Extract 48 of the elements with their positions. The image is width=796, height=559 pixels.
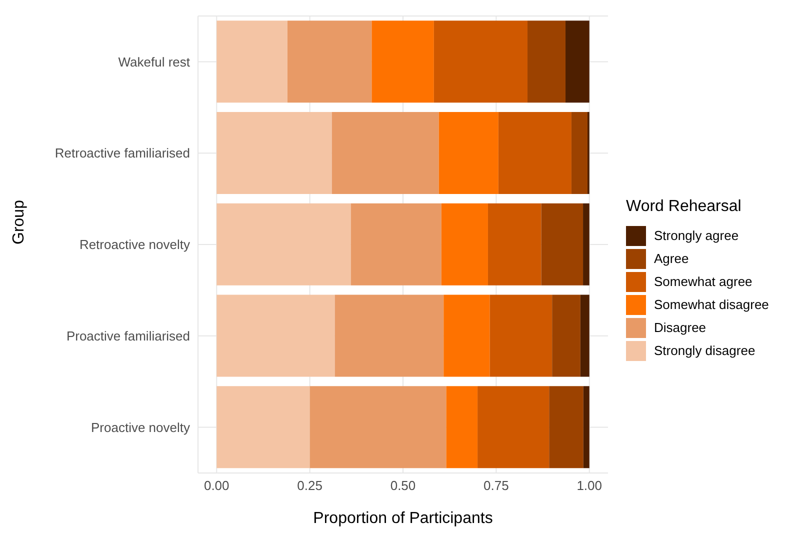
bar (541, 203, 584, 286)
bar (527, 20, 566, 103)
bar (216, 294, 335, 377)
bar (310, 386, 446, 468)
legend-label: Somewhat disagree (654, 297, 769, 312)
legend-title: Word Rehearsal (626, 198, 742, 216)
x-axis-title: Proportion of Participants (313, 510, 493, 527)
bar (444, 294, 490, 377)
bar (549, 386, 584, 468)
bar (216, 386, 310, 468)
y-tick-label: Proactive familiarised (66, 328, 190, 344)
y-axis-title: Group (10, 200, 28, 244)
bar (478, 386, 550, 468)
bar (571, 112, 588, 194)
bar (334, 294, 444, 377)
bar (498, 112, 572, 194)
bar (580, 294, 590, 377)
bar (332, 112, 439, 194)
bar (446, 386, 478, 468)
legend-label: Strongly agree (654, 228, 739, 243)
x-tick-label: 0.25 (297, 478, 322, 494)
bar (216, 20, 288, 103)
bar (583, 386, 590, 468)
bar (216, 203, 351, 286)
x-tick-label: 0.75 (484, 478, 509, 494)
legend-label: Disagree (654, 320, 706, 335)
bar (552, 294, 580, 377)
legend-label: Agree (654, 251, 689, 266)
bar (583, 203, 590, 286)
y-tick-label: Retroactive novelty (79, 237, 190, 252)
bar (350, 203, 442, 286)
bar (434, 20, 528, 103)
bar (488, 203, 542, 286)
x-tick-label: 0.00 (204, 478, 230, 494)
bar (216, 112, 332, 194)
legend-label: Strongly disagree (654, 343, 756, 358)
y-tick-label: Wakeful rest (118, 54, 190, 70)
bar (372, 20, 434, 103)
bar (287, 20, 372, 103)
legend-label: Somewhat agree (654, 274, 752, 289)
y-tick-label: Retroactive familiarised (54, 146, 190, 161)
bar (438, 112, 498, 194)
bar (490, 294, 552, 377)
x-tick-label: 1.00 (576, 478, 602, 494)
y-tick-label: Proactive novelty (91, 420, 190, 435)
bar (441, 203, 488, 286)
x-tick-label: 0.50 (390, 478, 416, 494)
bar (566, 20, 590, 103)
